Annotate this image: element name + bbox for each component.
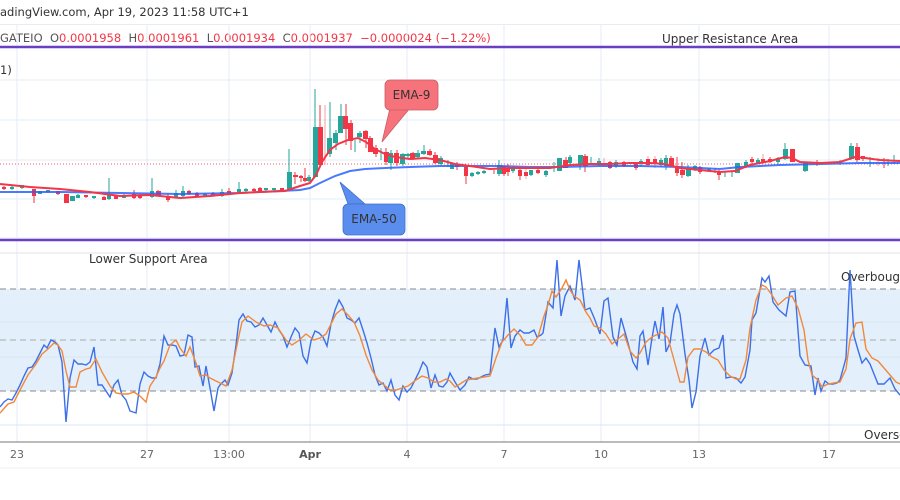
ema9-callout-label: EMA-9 bbox=[392, 88, 431, 102]
stoch-d-line bbox=[0, 278, 900, 414]
candlesticks bbox=[2, 89, 895, 203]
ema50-callout-pointer bbox=[339, 181, 367, 205]
ema9-line bbox=[0, 136, 900, 200]
ema50-callout-box bbox=[342, 203, 406, 236]
open-value: 0.0001958 bbox=[59, 31, 122, 45]
ema9-callout-pointer bbox=[381, 107, 411, 143]
stoch-k-line bbox=[0, 259, 900, 423]
low-label: L bbox=[206, 31, 214, 45]
close-label: C bbox=[282, 31, 291, 45]
x-tick-label: Apr bbox=[299, 448, 321, 461]
ema50-callout-label: EMA-50 bbox=[351, 212, 397, 226]
high-value: 0.0001961 bbox=[137, 31, 200, 45]
open-label: O bbox=[49, 31, 59, 45]
close-value: 0.0001937 bbox=[290, 31, 353, 45]
x-tick-label: 4 bbox=[403, 448, 411, 461]
change-value: −0.0000024 bbox=[360, 31, 432, 45]
lower-support-annotation: Lower Support Area bbox=[89, 252, 208, 266]
x-tick-label: 13 bbox=[692, 448, 706, 461]
high-label: H bbox=[128, 31, 138, 45]
ohlc-legend: GATEIO O0.0001958 H0.0001961 L0.0001934 … bbox=[0, 31, 491, 45]
x-tick-label: 10 bbox=[594, 448, 608, 461]
x-tick-label: 23 bbox=[10, 448, 24, 461]
change-percent: (−1.22%) bbox=[435, 31, 491, 45]
ema9-callout-box bbox=[384, 79, 439, 111]
upper-resistance-annotation: Upper Resistance Area bbox=[662, 32, 799, 46]
oversold-annotation: Oversc bbox=[864, 428, 900, 442]
x-tick-label: 27 bbox=[140, 448, 154, 461]
horizontal-gridlines-price bbox=[0, 79, 900, 239]
x-tick-label: 13:00 bbox=[213, 448, 245, 461]
horizontal-gridlines-osc bbox=[0, 321, 900, 426]
chart-source-timestamp: adingView.com, Apr 19, 2023 11:58 UTC+1 bbox=[0, 5, 249, 19]
exchange-name: GATEIO bbox=[0, 31, 43, 45]
indicator-tag: 1) bbox=[0, 63, 12, 77]
x-tick-label: 7 bbox=[500, 448, 508, 461]
x-tick-label: 17 bbox=[822, 448, 836, 461]
overbought-annotation: Overbough bbox=[841, 270, 900, 284]
